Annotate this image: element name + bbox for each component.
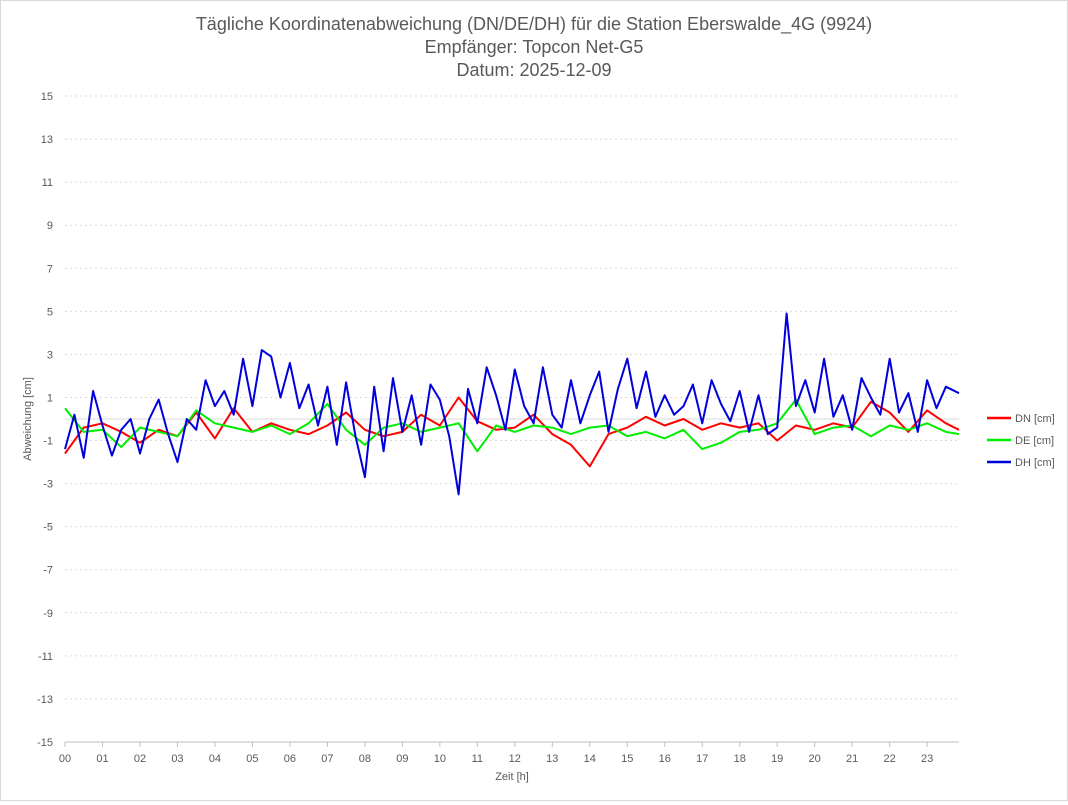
x-tick-label: 22 <box>884 753 896 765</box>
series-line-dh <box>64 312 960 496</box>
x-tick-label: 12 <box>509 753 521 765</box>
x-tick-label: 05 <box>246 753 258 765</box>
x-tick-label: 00 <box>59 753 71 765</box>
x-tick-label: 13 <box>546 753 558 765</box>
x-tick-label: 17 <box>696 753 708 765</box>
legend-label-de: DE [cm] <box>1015 435 1054 447</box>
x-tick-label: 08 <box>359 753 371 765</box>
x-tick-label: 18 <box>734 753 746 765</box>
y-axis-ticks: 15 13 11 9 7 5 3 1 -1 -3 -5 -7 -9 -11 -13 -15 <box>37 91 53 749</box>
x-axis-ticks: 00 01 02 03 04 05 06 07 08 09 10 11 12 13 14 15 16 17 18 19… <box>59 742 933 765</box>
series-lines <box>64 312 960 496</box>
x-tick-label: 14 <box>584 753 596 765</box>
y-tick-label: -11 <box>38 651 53 663</box>
x-tick-label: 02 <box>134 753 146 765</box>
y-tick-label: -3 <box>43 479 53 491</box>
x-tick-label: 20 <box>809 753 821 765</box>
x-tick-label: 11 <box>472 753 483 765</box>
x-tick-label: 06 <box>284 753 296 765</box>
chart-title-line-2: Empfänger: Topcon Net-G5 <box>425 37 644 57</box>
y-tick-label: 13 <box>41 134 53 146</box>
series-line-dn <box>64 396 960 468</box>
legend-label-dh: DH [cm] <box>1015 457 1055 469</box>
x-tick-label: 23 <box>921 753 933 765</box>
chart-title-line-1: Tägliche Koordinatenabweichung (DN/DE/DH… <box>196 14 872 35</box>
x-tick-label: 16 <box>659 753 671 765</box>
x-tick-label: 04 <box>209 753 221 765</box>
x-tick-label: 01 <box>96 753 108 765</box>
series-line-de <box>64 398 960 453</box>
y-tick-label: 1 <box>47 392 53 404</box>
x-axis-label: Zeit [h] <box>495 771 529 783</box>
x-tick-label: 07 <box>321 753 333 765</box>
x-tick-label: 21 <box>846 753 858 765</box>
y-tick-label: 7 <box>47 263 53 275</box>
legend: DN [cm] DE [cm] DH [cm] <box>987 413 1055 469</box>
chart-title-line-3: Datum: 2025-12-09 <box>456 60 611 80</box>
legend-label-dn: DN [cm] <box>1015 413 1055 425</box>
y-tick-label: 5 <box>47 306 53 318</box>
y-tick-label: 3 <box>47 349 53 361</box>
y-tick-label: -1 <box>43 436 53 448</box>
x-tick-label: 03 <box>171 753 183 765</box>
x-tick-label: 10 <box>434 753 446 765</box>
x-tick-label: 15 <box>621 753 633 765</box>
y-tick-label: 9 <box>47 220 53 232</box>
y-tick-label: 15 <box>41 91 53 103</box>
y-tick-label: 11 <box>42 177 53 189</box>
y-tick-label: -13 <box>37 694 53 706</box>
y-tick-label: -5 <box>43 522 53 534</box>
y-tick-label: -7 <box>43 565 53 577</box>
y-axis-label: Abweichung [cm] <box>22 377 34 461</box>
x-tick-label: 19 <box>771 753 783 765</box>
chart-title: Tägliche Koordinatenabweichung (DN/DE/DH… <box>196 14 872 80</box>
y-tick-label: -9 <box>43 608 53 620</box>
x-tick-label: 09 <box>396 753 408 765</box>
y-tick-label: -15 <box>37 737 53 749</box>
